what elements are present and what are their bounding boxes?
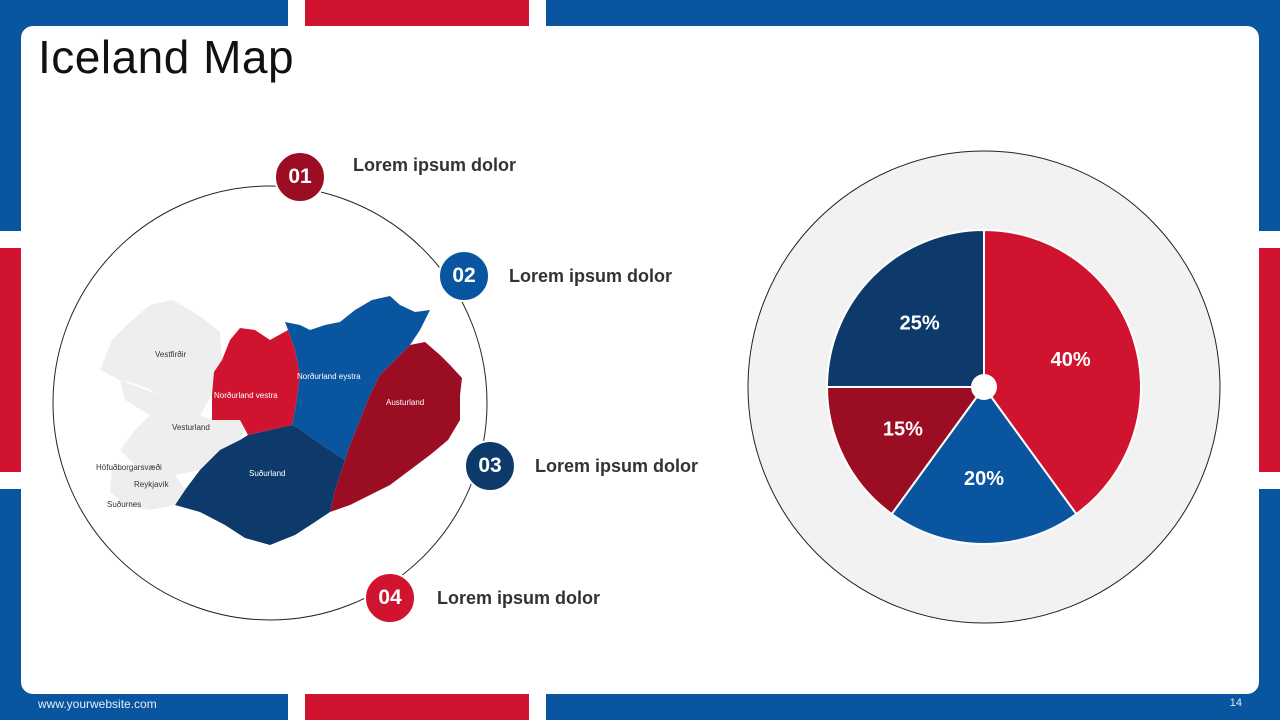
page-title: Iceland Map: [38, 31, 295, 83]
item-label-03: Lorem ipsum dolor: [535, 456, 699, 476]
item-label-01: Lorem ipsum dolor: [353, 155, 517, 175]
pie-slice-1: [890, 385, 1078, 545]
item-badge-02: 02: [438, 250, 490, 302]
region-nordurland-vestra-shape: [212, 328, 300, 435]
pie-center-hole: [971, 374, 997, 400]
footer-url[interactable]: www.yourwebsite.com: [38, 697, 157, 711]
item-label-04: Lorem ipsum dolor: [437, 588, 601, 608]
region-label-austurland: Austurland: [386, 398, 424, 407]
item-label-02: Lorem ipsum dolor: [509, 266, 673, 286]
region-nordurland-eystra-shape: [285, 296, 430, 460]
pie-slice-2: [825, 386, 986, 516]
region-label-nordurland-vestra: Norðurland vestra: [214, 391, 278, 400]
item-badge-04: 04: [364, 572, 416, 624]
item-badge-01: 01: [274, 151, 326, 203]
region-sudurland-shape: [175, 425, 345, 545]
item-badge-03: 03: [464, 440, 516, 492]
region-vestfirdir-shape: [100, 300, 222, 415]
map-ring: [52, 185, 488, 621]
region-label-reykjavik: Reykjavík: [134, 480, 170, 489]
map-section: Vestfirðir Norðurland vestra Norðurland …: [52, 185, 488, 621]
pie-label-2: 15%: [883, 418, 923, 440]
pie-slice-3: [825, 228, 985, 388]
footer-page-number: 14: [1229, 697, 1242, 709]
region-vesturland-shape: [120, 380, 248, 475]
pie-slice-0: [983, 228, 1142, 516]
pie-chart: 40% 20% 15% 25%: [747, 150, 1221, 624]
region-label-sudurland: Suðurland: [249, 469, 285, 478]
region-label-sudurnes: Suðurnes: [107, 500, 141, 509]
region-label-hofudborgarsvaedi: Höfuðborgarsvæði: [96, 463, 162, 472]
pie-label-0: 40%: [1051, 349, 1091, 371]
region-label-vestfirdir: Vestfirðir: [155, 350, 186, 359]
region-hofudborgarsvaedi-shape: [160, 475, 185, 505]
region-austurland-shape: [330, 342, 462, 512]
pie-label-1: 20%: [964, 468, 1004, 490]
region-label-nordurland-eystra: Norðurland eystra: [297, 372, 361, 381]
pie-label-3: 25%: [900, 313, 940, 335]
region-label-vesturland: Vesturland: [172, 423, 210, 432]
